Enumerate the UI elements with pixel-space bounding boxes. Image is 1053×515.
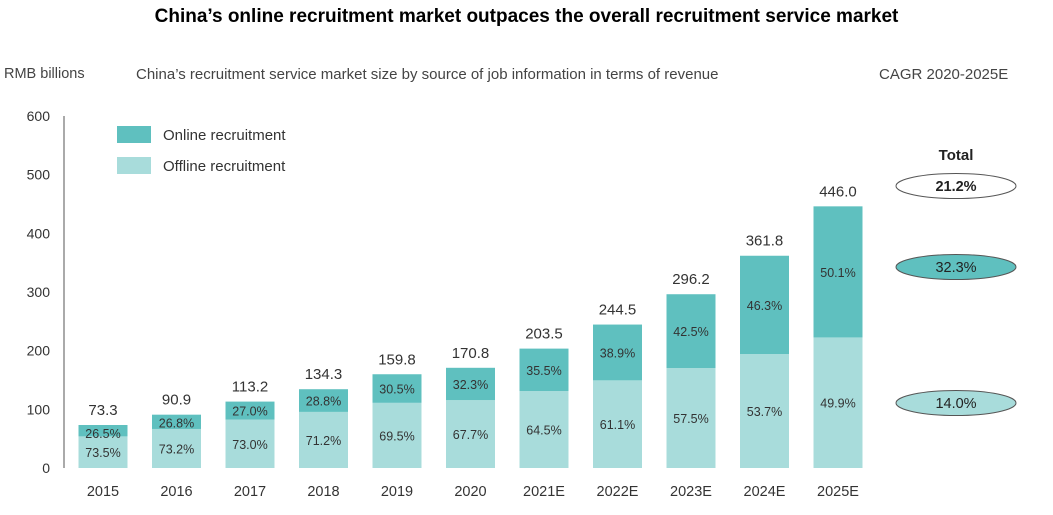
y-tick-label: 0 <box>42 460 50 476</box>
bar-online-2018 <box>299 389 348 412</box>
y-tick-label: 500 <box>27 167 51 183</box>
offline-share-label: 73.0% <box>232 438 267 452</box>
total-value-label: 361.8 <box>746 233 784 250</box>
y-axis-unit-label: RMB billions <box>4 66 85 82</box>
online-share-label: 42.5% <box>673 325 708 339</box>
y-tick-label: 400 <box>27 225 51 241</box>
x-tick-label: 2015 <box>87 484 119 500</box>
bar-offline-2018 <box>299 411 348 468</box>
cagr-value: 32.3% <box>935 260 976 276</box>
x-tick-label: 2025E <box>817 484 859 500</box>
online-share-label: 26.8% <box>159 417 194 431</box>
bar-online-2019 <box>372 374 422 403</box>
legend-swatch <box>117 126 151 143</box>
bar-offline-2024E <box>740 354 789 468</box>
x-tick-label: 2024E <box>744 484 786 500</box>
offline-share-label: 73.2% <box>159 442 194 456</box>
online-share-label: 30.5% <box>379 383 414 397</box>
total-value-label: 170.8 <box>452 345 490 362</box>
y-tick-label: 600 <box>27 108 51 124</box>
x-tick-label: 2020 <box>454 484 486 500</box>
offline-share-label: 71.2% <box>306 434 341 448</box>
offline-share-label: 57.5% <box>673 412 708 426</box>
bar-offline-2016 <box>152 428 201 468</box>
bar-offline-2021E <box>519 390 569 468</box>
x-tick-label: 2016 <box>160 484 192 500</box>
total-value-label: 296.2 <box>672 271 710 288</box>
online-share-label: 32.3% <box>453 378 488 392</box>
bar-online-2022E <box>593 324 642 381</box>
bar-offline-2023E <box>666 368 716 468</box>
online-share-label: 38.9% <box>600 346 635 360</box>
legend-label: Offline recruitment <box>163 158 286 175</box>
cagr-header: CAGR 2020-2025E <box>879 66 1009 83</box>
bar-offline-2015 <box>78 436 128 468</box>
bar-online-2017 <box>225 401 275 420</box>
bar-online-2020 <box>446 367 495 401</box>
bar-online-2016 <box>152 414 201 429</box>
offline-share-label: 53.7% <box>747 405 782 419</box>
cagr-value: 21.2% <box>935 179 976 195</box>
cagr-total-header: Total <box>939 147 974 164</box>
bar-online-2023E <box>666 294 716 369</box>
online-share-label: 46.3% <box>747 299 782 313</box>
y-tick-label: 200 <box>27 343 51 359</box>
total-value-label: 134.3 <box>305 366 343 383</box>
bar-online-2021E <box>519 348 569 391</box>
total-value-label: 113.2 <box>232 379 268 396</box>
online-share-label: 28.8% <box>306 395 341 409</box>
bar-offline-2017 <box>225 419 275 468</box>
bar-online-2015 <box>78 424 128 437</box>
total-value-label: 244.5 <box>599 302 637 319</box>
online-share-label: 26.5% <box>85 427 120 441</box>
chart-title: China’s recruitment service market size … <box>136 66 719 83</box>
bar-online-2024E <box>740 255 789 355</box>
bar-offline-2025E <box>813 337 863 468</box>
offline-share-label: 67.7% <box>453 428 488 442</box>
offline-share-label: 61.1% <box>600 418 635 432</box>
x-tick-label: 2023E <box>670 484 712 500</box>
legend-swatch <box>117 157 151 174</box>
cagr-ellipse <box>895 254 1017 280</box>
x-tick-label: 2019 <box>381 484 413 500</box>
total-value-label: 73.3 <box>88 402 117 419</box>
page-title: China’s online recruitment market outpac… <box>154 6 899 27</box>
x-tick-label: 2021E <box>523 484 565 500</box>
total-value-label: 446.0 <box>819 183 857 200</box>
online-share-label: 50.1% <box>820 266 855 280</box>
cagr-value: 14.0% <box>935 396 976 412</box>
bar-offline-2020 <box>446 400 495 468</box>
online-share-label: 27.0% <box>232 405 267 419</box>
bar-offline-2022E <box>593 380 642 468</box>
offline-share-label: 69.5% <box>379 429 414 443</box>
x-tick-label: 2022E <box>597 484 639 500</box>
x-tick-label: 2018 <box>307 484 339 500</box>
offline-share-label: 64.5% <box>526 423 561 437</box>
offline-share-label: 73.5% <box>85 446 120 460</box>
x-tick-label: 2017 <box>234 484 266 500</box>
cagr-ellipse <box>895 173 1017 199</box>
bar-online-2025E <box>813 206 863 338</box>
y-tick-label: 100 <box>27 401 51 417</box>
total-value-label: 203.5 <box>525 326 563 343</box>
total-value-label: 90.9 <box>162 392 191 409</box>
y-tick-label: 300 <box>27 284 51 300</box>
online-share-label: 35.5% <box>526 364 561 378</box>
cagr-ellipse <box>895 390 1017 416</box>
legend-label: Online recruitment <box>163 127 286 144</box>
bar-offline-2019 <box>372 402 422 468</box>
total-value-label: 159.8 <box>378 351 416 368</box>
offline-share-label: 49.9% <box>820 397 855 411</box>
